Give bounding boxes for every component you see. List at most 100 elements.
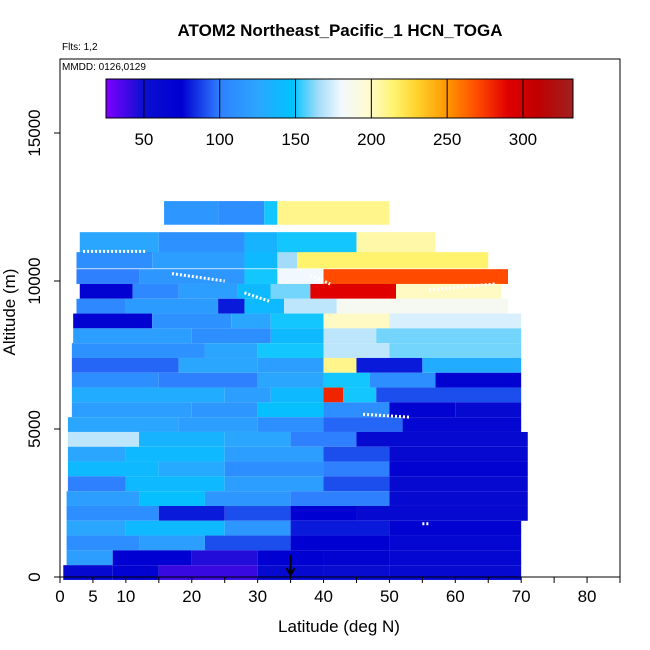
heatmap-cell	[152, 313, 232, 329]
y-tick-label: 10000	[25, 257, 44, 304]
heatmap-cell	[356, 232, 436, 253]
heatmap-cell	[164, 201, 219, 225]
heatmap-cell	[270, 387, 324, 403]
heatmap-cell	[139, 431, 225, 447]
heatmap-cell	[323, 357, 357, 373]
heatmap-cell	[71, 343, 205, 358]
heatmap-cell	[389, 550, 522, 566]
heatmap-cell	[323, 417, 403, 432]
heatmap-cell	[389, 520, 522, 536]
heatmap-cell	[422, 357, 522, 373]
heatmap-cell	[224, 520, 291, 536]
flight-track	[171, 272, 225, 283]
heatmap-cell	[73, 313, 153, 329]
heatmap-cell	[224, 505, 291, 521]
heatmap-cell	[79, 283, 133, 299]
heatmap-cell	[290, 505, 357, 521]
heatmap-cell	[356, 431, 528, 447]
heatmap-cell	[323, 313, 390, 329]
heatmap-cell	[178, 417, 258, 432]
colorbar-tick-label: 200	[357, 130, 385, 149]
heatmap-cell	[67, 446, 126, 462]
heatmap-cell	[152, 252, 245, 269]
y-axis-label: Altitude (m)	[0, 269, 19, 356]
heatmap-cell	[224, 446, 324, 462]
heatmap-cell	[158, 232, 245, 253]
heatmap-cell	[277, 269, 324, 284]
heatmap-cell	[376, 387, 522, 403]
heatmap-cell	[356, 357, 423, 373]
heatmap-cell	[67, 461, 159, 477]
heatmap-cell	[79, 232, 159, 253]
heatmap-cell	[389, 565, 522, 580]
heatmap-cell	[244, 252, 278, 269]
flight-track	[257, 193, 272, 200]
heatmap-cell	[297, 252, 489, 269]
x-tick-label: 60	[446, 587, 465, 606]
colorbar-tick-label: 150	[281, 130, 309, 149]
heatmap-cell	[178, 283, 238, 299]
heatmap-cell	[389, 476, 528, 492]
heatmap-cell	[76, 298, 126, 314]
heatmap-cell	[125, 520, 225, 536]
heatmap-cell	[343, 387, 377, 403]
heatmap-cell	[323, 387, 344, 403]
colorbar: 50 100 150 200 250 300	[105, 78, 574, 149]
heatmap-cell	[270, 328, 324, 344]
heatmap-cell	[323, 446, 390, 462]
heatmap-cell	[224, 476, 324, 492]
heatmap-cell	[389, 461, 528, 477]
heatmap-cell	[76, 252, 153, 269]
x-axis: 0 5 10 20 30 40 50 60 70 80	[55, 577, 621, 606]
heatmap-cell	[435, 372, 522, 388]
heatmap-cell	[323, 372, 370, 388]
heatmap-cell	[178, 357, 258, 373]
heatmap-cell	[125, 446, 225, 462]
heatmap-cell	[323, 328, 377, 344]
heatmap-cell	[112, 565, 159, 580]
heatmap-cell	[73, 328, 192, 344]
heatmap-cell	[66, 505, 159, 521]
heatmap-cell	[270, 283, 311, 299]
heatmap-cell	[290, 520, 390, 536]
heatmap-cell	[257, 357, 324, 373]
heatmap-cell	[323, 550, 390, 566]
heatmap-cell	[158, 461, 225, 477]
x-tick-label: 80	[578, 587, 597, 606]
heatmap-cell	[66, 491, 140, 506]
heatmap-cell	[237, 283, 271, 299]
heatmap-cell	[67, 476, 126, 492]
heatmap-cell	[66, 550, 113, 566]
heatmap-cell	[389, 402, 456, 418]
heatmap-cell	[257, 343, 324, 358]
x-tick-label: 0	[55, 587, 64, 606]
heatmap-cell	[231, 313, 271, 329]
heatmap-cell	[356, 505, 528, 521]
flight-tracks	[83, 193, 495, 526]
heatmap-cell	[257, 417, 324, 432]
heatmap-cell	[66, 535, 140, 551]
heatmap-cell	[71, 402, 192, 418]
heatmap-cell	[244, 298, 284, 314]
heatmap-cell	[112, 550, 192, 566]
x-tick-label: 40	[314, 587, 333, 606]
heatmap-cells	[63, 201, 528, 580]
heatmap-cell	[204, 491, 291, 506]
heatmap-cell	[389, 343, 522, 358]
heatmap-cell	[277, 232, 357, 253]
heatmap-cell	[396, 283, 502, 299]
heatmap-cell	[158, 505, 225, 521]
x-tick-label: 5	[88, 587, 97, 606]
heatmap-cell	[290, 431, 357, 447]
heatmap-cell	[290, 535, 390, 551]
flights-note: Flts: 1,2	[62, 42, 98, 53]
heatmap-cell	[244, 232, 278, 253]
colorbar-tick-label: 50	[134, 130, 153, 149]
colorbar-tick-label: 300	[509, 130, 537, 149]
heatmap-cell	[63, 565, 113, 580]
heatmap-cell	[277, 201, 390, 225]
heatmap-cell	[66, 520, 126, 536]
heatmap-cell	[244, 269, 278, 284]
y-tick-label: 0	[25, 572, 44, 581]
heatmap-cell	[67, 431, 140, 447]
